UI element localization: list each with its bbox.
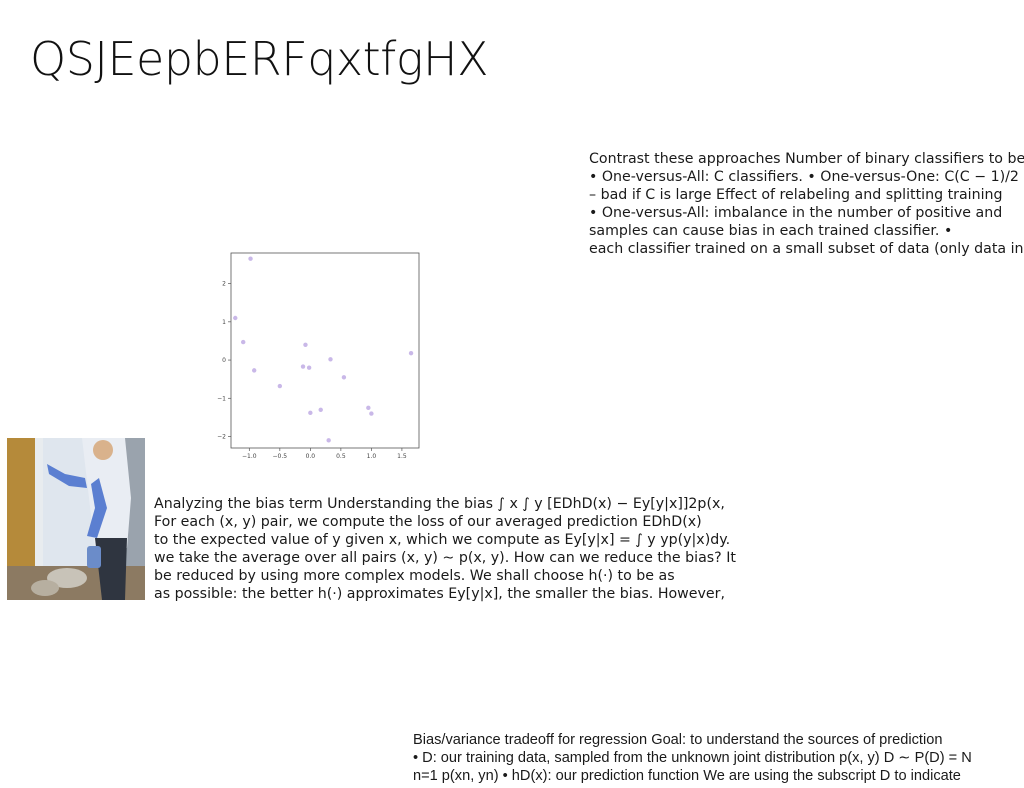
text-line: • One-versus-All: C classifiers. • One-v… xyxy=(589,169,1019,185)
scatter-point xyxy=(341,375,347,380)
y-tick-label: −2 xyxy=(217,434,226,441)
text-line: n=1 p(xn, yn) • hD(x): our prediction fu… xyxy=(413,768,961,784)
text-line: For each (x, y) pair, we compute the los… xyxy=(154,514,702,530)
text-line: we take the average over all pairs (x, y… xyxy=(154,550,736,566)
scatter-point xyxy=(251,368,257,373)
scatter-point xyxy=(300,364,306,369)
y-tick-label: 2 xyxy=(222,281,226,288)
y-tick-label: 1 xyxy=(222,319,226,326)
x-tick-label: 0.5 xyxy=(336,453,346,460)
paragraph-tradeoff: Bias/variance tradeoff for regression Go… xyxy=(413,731,972,785)
scatter-point xyxy=(326,438,331,443)
x-tick-label: −1.0 xyxy=(242,453,257,460)
scatter-point xyxy=(233,315,238,321)
paragraph-bias: Analyzing the bias term Understanding th… xyxy=(154,495,736,603)
plot-frame xyxy=(230,252,420,449)
text-line: as possible: the better h(·) approximate… xyxy=(154,586,725,602)
text-line: be reduced by using more complex models.… xyxy=(154,568,675,584)
scatter-point xyxy=(277,383,283,389)
x-tick-label: 1.0 xyxy=(367,453,377,460)
scatter-point xyxy=(366,405,371,411)
scatter-chart: −1.0 −0.5 0.0 0.5 1.0 1.5 2 1 0 −1 −2 xyxy=(215,245,427,465)
x-tick-label: 0.0 xyxy=(306,453,316,460)
scatter-point xyxy=(248,256,253,261)
scatter-plot-svg: −1.0 −0.5 0.0 0.5 1.0 1.5 2 1 0 −1 −2 xyxy=(217,252,420,460)
paragraph-classifiers: Contrast these approaches Number of bina… xyxy=(589,150,1024,258)
x-tick-label: 1.5 xyxy=(397,453,407,460)
y-tick-label: −1 xyxy=(217,395,226,402)
text-line: Contrast these approaches Number of bina… xyxy=(589,151,1024,167)
scatter-point xyxy=(308,410,313,416)
y-tick-label: 0 xyxy=(222,357,226,364)
text-line: – bad if C is large Effect of relabeling… xyxy=(589,187,1003,203)
x-tick-label: −0.5 xyxy=(273,453,288,460)
text-line: • D: our training data, sampled from the… xyxy=(413,750,972,766)
scatter-point xyxy=(241,339,246,345)
scatter-point xyxy=(306,365,312,370)
text-line: samples can cause bias in each trained c… xyxy=(589,223,953,239)
scatter-point xyxy=(408,350,414,356)
scatter-point xyxy=(303,342,308,347)
text-line: each classifier trained on a small subse… xyxy=(589,241,1024,257)
text-line: Analyzing the bias term Understanding th… xyxy=(154,496,725,512)
text-line: Bias/variance tradeoff for regression Go… xyxy=(413,732,943,748)
scatter-point xyxy=(369,411,374,416)
text-line: • One-versus-All: imbalance in the numbe… xyxy=(589,205,1003,221)
cleaning-photo xyxy=(7,438,145,600)
text-line: to the expected value of y given x, whic… xyxy=(154,532,731,548)
scatter-point xyxy=(318,407,323,412)
scatter-point xyxy=(328,357,333,362)
slide-title: QSJEepbERFqxtfgHX xyxy=(30,32,489,86)
